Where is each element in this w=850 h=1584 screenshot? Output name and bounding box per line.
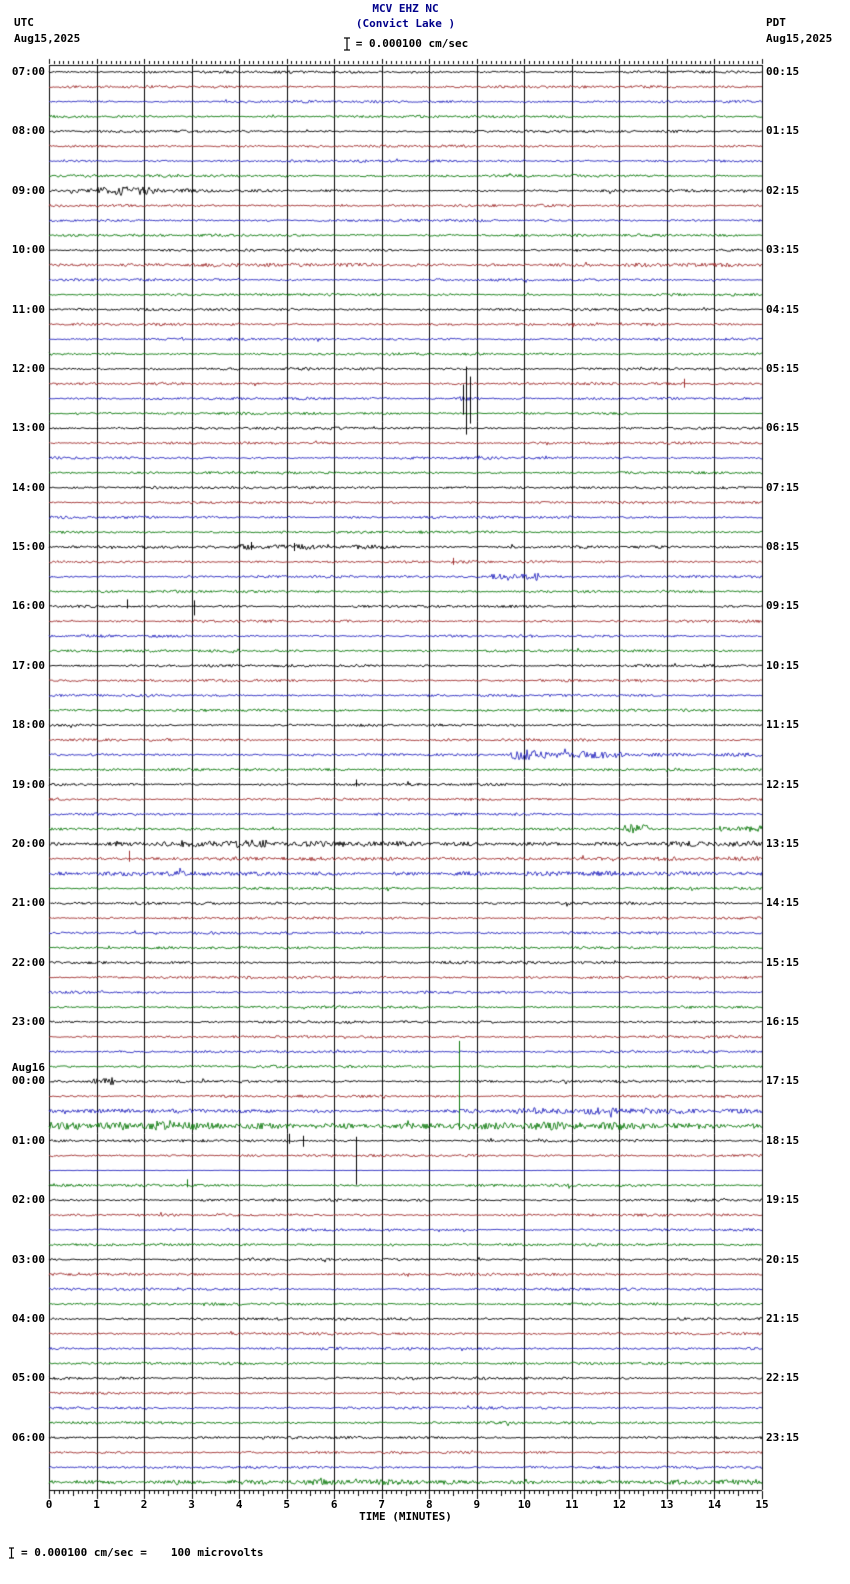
pdt-hour-label: 15:15 bbox=[766, 955, 800, 969]
x-axis-tick-label: 12 bbox=[612, 1498, 627, 1511]
right-date-label: Aug15,2025 bbox=[766, 32, 833, 45]
x-axis-tick-label: 6 bbox=[330, 1498, 338, 1511]
x-axis-tick-label: 10 bbox=[517, 1498, 531, 1511]
utc-hour-label: 07:00 bbox=[11, 65, 45, 78]
pdt-hour-label: 14:15 bbox=[766, 896, 800, 910]
pdt-hour-label: 19:15 bbox=[766, 1193, 800, 1207]
x-axis-tick-label: 14 bbox=[707, 1498, 722, 1511]
x-axis-tick-label: 8 bbox=[425, 1498, 433, 1511]
utc-hour-label: 15:00 bbox=[11, 540, 45, 553]
utc-hour-label: 16:00 bbox=[11, 599, 45, 613]
utc-hour-label: 09:00 bbox=[11, 183, 45, 197]
x-axis-tick-label: 7 bbox=[378, 1498, 386, 1511]
utc-hour-label: 06:00 bbox=[11, 1430, 45, 1444]
amplitude-scale: = 0.000100 cm/sec bbox=[49, 37, 762, 51]
pdt-hour-label: 08:15 bbox=[766, 540, 800, 553]
amplitude-scale-text: = 0.000100 cm/sec bbox=[355, 37, 469, 50]
utc-hour-label: 01:00 bbox=[11, 1133, 45, 1147]
x-axis-tick-label: 11 bbox=[565, 1498, 579, 1511]
amplitude-scale-bar-icon bbox=[343, 37, 350, 51]
pdt-hour-label: 16:15 bbox=[766, 1015, 800, 1028]
utc-hour-label: 05:00 bbox=[11, 1371, 45, 1385]
footer-scale-eq: = 0.000100 cm/sec = bbox=[21, 1546, 147, 1559]
left-date-label: Aug15,2025 bbox=[14, 32, 81, 45]
pdt-hour-label: 00:15 bbox=[766, 65, 800, 78]
station-title: MCV EHZ NC bbox=[372, 2, 439, 15]
x-axis-tick-label: 5 bbox=[283, 1498, 290, 1511]
pdt-hour-label: 03:15 bbox=[766, 243, 800, 257]
x-axis-tick-label: 4 bbox=[235, 1498, 243, 1511]
pdt-hour-label: 11:15 bbox=[766, 718, 800, 732]
pdt-hour-label: 21:15 bbox=[766, 1311, 800, 1325]
x-axis-title: TIME (MINUTES) bbox=[359, 1510, 452, 1523]
footer-scale-note: = 0.000100 cm/sec = 100 microvolts bbox=[8, 1547, 264, 1559]
station-location: (Convict Lake ) bbox=[355, 17, 456, 30]
left-timezone-label: UTC bbox=[14, 16, 34, 29]
pdt-hour-label: 20:15 bbox=[766, 1252, 800, 1266]
pdt-hour-label: 07:15 bbox=[766, 480, 800, 494]
x-axis-tick-label: 1 bbox=[93, 1498, 100, 1511]
x-axis-tick-label: 3 bbox=[188, 1498, 195, 1511]
utc-hour-label: 03:00 bbox=[11, 1252, 45, 1266]
utc-hour-label: 12:00 bbox=[11, 361, 45, 375]
utc-hour-label: 17:00 bbox=[11, 658, 45, 672]
utc-date-break-label: Aug16 bbox=[11, 1061, 45, 1075]
utc-hour-label: 21:00 bbox=[11, 896, 45, 910]
pdt-hour-label: 01:15 bbox=[766, 124, 800, 138]
pdt-hour-label: 22:15 bbox=[766, 1371, 800, 1385]
utc-hour-label: 04:00 bbox=[11, 1311, 45, 1325]
x-axis-tick-label: 2 bbox=[140, 1498, 148, 1511]
utc-hour-label: 11:00 bbox=[11, 302, 45, 316]
utc-hour-label: 13:00 bbox=[11, 421, 45, 435]
x-axis-tick-label: 15 bbox=[755, 1498, 769, 1511]
utc-hour-label: 14:00 bbox=[11, 480, 45, 494]
pdt-hour-label: 17:15 bbox=[766, 1074, 800, 1088]
x-axis-tick-label: 0 bbox=[45, 1498, 53, 1511]
pdt-hour-label: 12:15 bbox=[766, 777, 800, 791]
x-axis-tick-label: 9 bbox=[473, 1498, 481, 1511]
utc-hour-label: 08:00 bbox=[11, 124, 45, 138]
utc-hour-label: 10:00 bbox=[11, 243, 45, 257]
pdt-hour-label: 13:15 bbox=[766, 836, 800, 850]
pdt-hour-label: 23:15 bbox=[766, 1430, 800, 1444]
utc-hour-label: 18:00 bbox=[11, 718, 45, 732]
pdt-hour-label: 18:15 bbox=[766, 1133, 800, 1147]
pdt-hour-label: 05:15 bbox=[766, 361, 800, 375]
utc-hour-label: 02:00 bbox=[11, 1193, 45, 1207]
pdt-hour-label: 06:15 bbox=[766, 421, 800, 435]
utc-hour-label: 23:00 bbox=[11, 1015, 45, 1028]
x-axis-tick-label: 13 bbox=[660, 1498, 674, 1511]
utc-hour-label: 00:00 bbox=[11, 1074, 45, 1088]
pdt-hour-label: 10:15 bbox=[766, 658, 800, 672]
pdt-hour-label: 02:15 bbox=[766, 183, 800, 197]
right-timezone-label: PDT bbox=[766, 16, 786, 29]
utc-hour-label: 20:00 bbox=[11, 836, 45, 850]
utc-hour-label: 19:00 bbox=[11, 777, 45, 791]
amplitude-scale-bar-icon bbox=[9, 1547, 14, 1559]
utc-hour-label: 22:00 bbox=[11, 955, 45, 969]
pdt-hour-label: 04:15 bbox=[766, 302, 800, 316]
pdt-hour-label: 09:15 bbox=[766, 599, 800, 613]
footer-scale-value: 100 microvolts bbox=[170, 1546, 264, 1559]
